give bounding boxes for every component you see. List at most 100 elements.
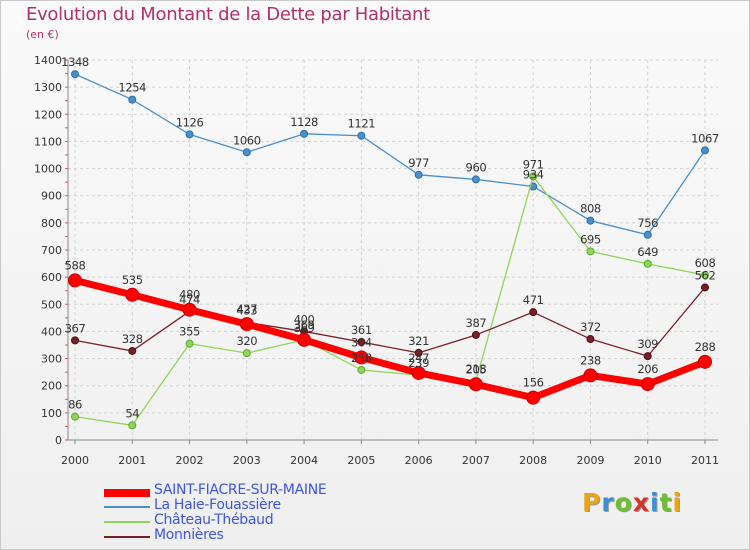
data-point xyxy=(242,349,251,358)
data-label: 86 xyxy=(68,398,82,412)
y-tick-label: 100 xyxy=(41,407,62,420)
data-point xyxy=(701,270,709,279)
data-label: 1067 xyxy=(691,131,719,145)
y-tick-label: 200 xyxy=(41,380,62,393)
series-line xyxy=(74,73,706,236)
data-point xyxy=(185,339,194,348)
legend-label: Monnières xyxy=(154,527,224,543)
data-label: 54 xyxy=(125,406,139,420)
x-tick-label: 2003 xyxy=(233,454,261,467)
y-tick-label: 700 xyxy=(41,244,62,257)
chart-title: Evolution du Montant de la Dette par Hab… xyxy=(26,4,430,25)
x-tick-label: 2005 xyxy=(347,454,375,467)
x-tick-label: 2006 xyxy=(405,454,433,467)
data-point xyxy=(71,70,79,79)
data-label: 971 xyxy=(523,157,544,171)
data-label: 239 xyxy=(408,356,429,370)
data-point xyxy=(242,148,251,157)
data-point xyxy=(583,368,598,383)
data-label: 977 xyxy=(408,156,429,170)
data-label: 433 xyxy=(236,303,257,317)
data-point xyxy=(529,308,538,317)
data-point xyxy=(640,377,655,392)
data-point xyxy=(297,332,312,347)
y-tick-label: 1400 xyxy=(34,54,62,67)
legend-item: SAINT-FIACRE-SUR-MAINE xyxy=(104,482,364,499)
legend-label: SAINT-FIACRE-SUR-MAINE xyxy=(154,482,327,498)
data-point xyxy=(300,129,309,138)
data-point xyxy=(701,283,709,292)
data-point xyxy=(357,131,366,140)
x-tick-label: 2007 xyxy=(462,454,490,467)
data-label: 321 xyxy=(408,334,429,348)
series-3 xyxy=(71,283,709,361)
data-label: 218 xyxy=(466,362,487,376)
data-label: 361 xyxy=(351,323,372,337)
data-label: 355 xyxy=(179,325,200,339)
y-tick-label: 1200 xyxy=(34,108,62,121)
data-label: 588 xyxy=(65,258,86,272)
data-label: 156 xyxy=(523,376,544,390)
x-tick-label: 2008 xyxy=(519,454,547,467)
data-label: 471 xyxy=(523,293,544,307)
data-point xyxy=(411,365,426,380)
legend-swatch xyxy=(104,536,150,538)
data-point xyxy=(182,302,197,317)
y-tick-label: 400 xyxy=(41,325,62,338)
y-tick-label: 1100 xyxy=(34,135,62,148)
data-point xyxy=(586,247,595,256)
legend-item: Monnières xyxy=(104,527,364,544)
data-point xyxy=(128,421,137,430)
x-tick-label: 2000 xyxy=(61,454,89,467)
y-tick-label: 1000 xyxy=(34,163,62,176)
data-label: 1128 xyxy=(290,115,318,129)
legend-swatch xyxy=(104,506,150,508)
x-tick-label: 2001 xyxy=(118,454,146,467)
series-line xyxy=(74,175,706,426)
data-label: 288 xyxy=(695,340,716,354)
data-label: 367 xyxy=(65,321,86,335)
data-label: 309 xyxy=(637,337,658,351)
data-label: 695 xyxy=(580,232,601,246)
legend-label: Château-Thébaud xyxy=(154,512,274,528)
data-point xyxy=(357,365,366,374)
data-label: 608 xyxy=(695,256,716,270)
series-0 xyxy=(68,273,712,405)
data-label: 960 xyxy=(466,160,487,174)
x-tick-label: 2011 xyxy=(691,454,719,467)
data-point xyxy=(471,175,480,184)
legend-item: La Haie-Fouassière xyxy=(104,497,364,514)
data-label: 1121 xyxy=(348,117,376,131)
data-label: 206 xyxy=(637,362,658,376)
data-label: 934 xyxy=(523,167,544,181)
data-label: 480 xyxy=(179,288,200,302)
data-label: 535 xyxy=(122,273,143,287)
data-point xyxy=(71,412,79,421)
data-label: 320 xyxy=(236,334,257,348)
data-label: 304 xyxy=(351,335,372,349)
chart-unit: (en €) xyxy=(26,28,59,41)
data-label: 372 xyxy=(580,320,601,334)
series-line xyxy=(74,286,706,357)
data-point xyxy=(586,216,595,225)
y-tick-label: 1300 xyxy=(34,81,62,94)
data-label: 369 xyxy=(294,318,315,332)
data-label: 328 xyxy=(122,332,143,346)
data-point xyxy=(414,170,423,179)
data-label: 808 xyxy=(580,202,601,216)
data-point xyxy=(701,146,709,155)
data-label: 649 xyxy=(637,245,658,259)
series-line xyxy=(71,276,709,402)
data-label: 258 xyxy=(351,351,372,365)
data-point xyxy=(698,354,712,369)
data-point xyxy=(643,259,652,268)
data-point xyxy=(185,130,194,139)
data-point xyxy=(526,390,541,405)
data-point xyxy=(239,317,254,332)
data-label: 1254 xyxy=(118,81,146,95)
data-point xyxy=(643,352,652,361)
data-label: 1060 xyxy=(233,133,261,147)
data-label: 1126 xyxy=(176,115,204,129)
